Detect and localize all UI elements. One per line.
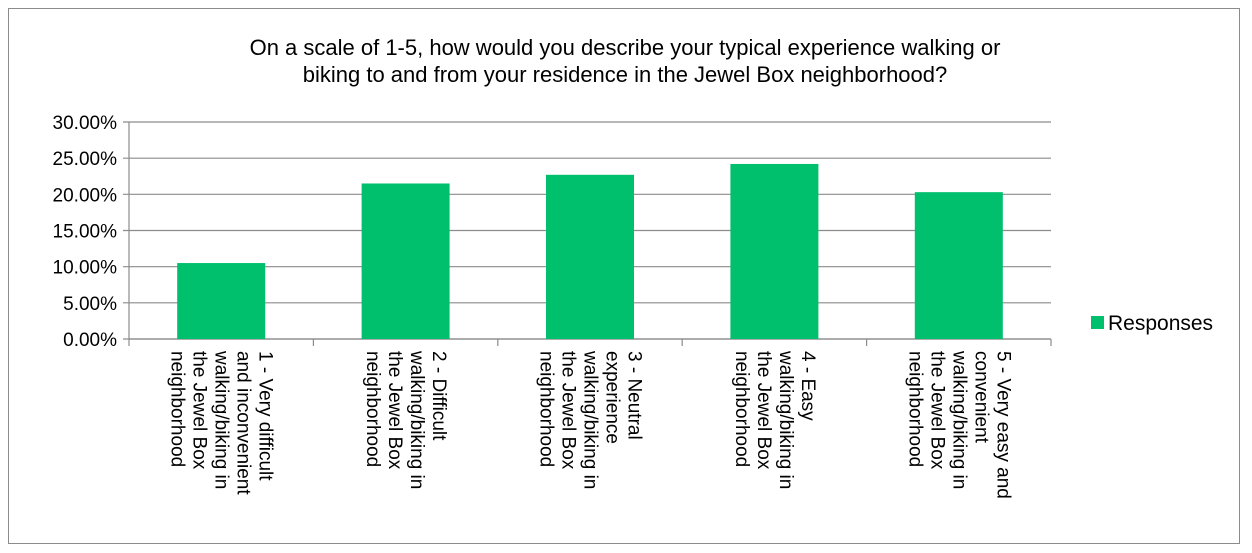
x-category-label-line: walking/biking in [775,350,796,489]
y-tick-label: 30.00% [53,113,118,134]
x-category-label-line: neighborhood [167,351,188,467]
x-category-label-line: 2 - Difficult [428,351,449,441]
x-category-label-line: experience [602,351,623,444]
legend-label: Responses [1108,312,1213,335]
bar [730,163,819,339]
x-category-label-line: 4 - Easy [797,351,818,421]
x-category-label-line: neighborhood [536,351,557,467]
y-tick-label: 25.00% [53,149,118,170]
x-category-label-line: walking/biking in [948,350,969,489]
chart-title-line-1: On a scale of 1-5, how would you describ… [249,35,1001,60]
x-category-label-line: the Jewel Box [926,351,947,470]
bar [914,192,1003,339]
bar [361,183,450,339]
y-tick-label: 5.00% [63,294,117,315]
bar [546,174,634,339]
x-category-label-line: the Jewel Box [189,351,210,470]
x-category-label-line: neighborhood [904,351,925,467]
y-tick-label: 15.00% [53,222,118,243]
x-category-label: 5 - Very easy andconvenientwalking/bikin… [904,350,1013,499]
x-category-label-line: walking/biking in [580,350,601,489]
chart-title-line-2: biking to and from your residence in the… [302,62,948,87]
chart-title: On a scale of 1-5, how would you describ… [9,34,1241,88]
x-category-label-line: and inconvenient [233,351,254,495]
x-category-label-line: walking/biking in [406,350,427,489]
x-category-label-line: the Jewel Box [558,351,579,470]
x-category-label-line: convenient [970,351,991,444]
x-category-label-line: 1 - Very difficult [255,351,276,481]
x-category-label-line: walking/biking in [211,350,232,489]
y-tick-label: 20.00% [53,185,118,206]
y-tick-label: 0.00% [63,330,117,351]
y-tick-label: 10.00% [53,258,118,279]
bar [177,263,266,339]
x-category-label-line: the Jewel Box [753,351,774,470]
x-category-label-line: the Jewel Box [384,351,405,470]
legend-swatch [1091,316,1104,329]
bar-chart: 0.00% 5.00% 10.00% 15.00% 20.00% 25.00% 30.00%… [53,113,1214,499]
x-category-label-line: neighborhood [362,351,383,467]
x-category-label-line: neighborhood [731,351,752,467]
x-category-label-line: 5 - Very easy and [992,351,1013,499]
x-category-label-line: 3 - Neutral [624,351,645,440]
chart-frame: On a scale of 1-5, how would you describ… [8,8,1240,544]
